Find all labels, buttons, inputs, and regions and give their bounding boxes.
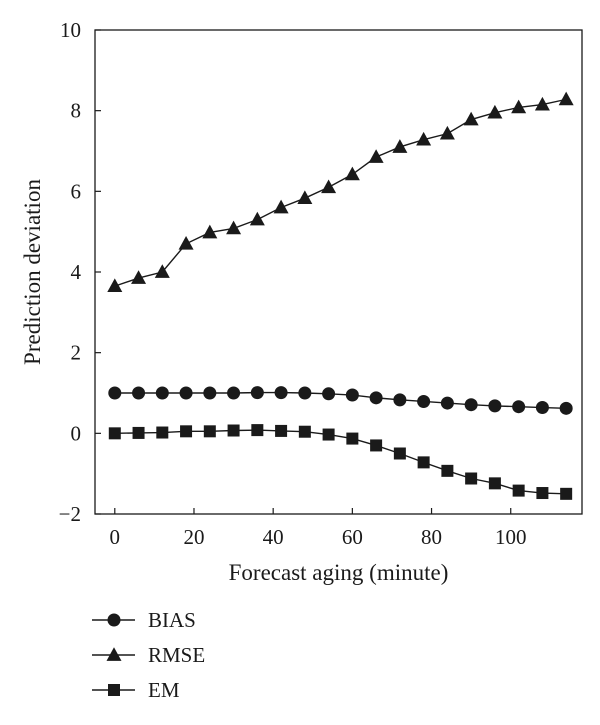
data-point-bias: [250, 386, 264, 400]
data-point-bias: [488, 399, 502, 413]
legend-marker-rmse: [106, 647, 122, 661]
data-point-em: [536, 487, 549, 500]
legend-marker-bias: [107, 613, 121, 627]
data-point-rmse: [439, 125, 455, 140]
data-point-rmse: [487, 104, 503, 119]
data-point-bias: [417, 394, 431, 408]
data-point-em: [370, 439, 383, 452]
x-tick-label: 20: [183, 525, 204, 549]
data-point-rmse: [534, 96, 550, 111]
data-point-rmse: [154, 264, 170, 278]
x-tick-label: 100: [495, 525, 527, 549]
data-point-bias: [393, 393, 407, 407]
legend-label-em: EM: [148, 678, 180, 702]
data-point-bias: [298, 386, 312, 400]
data-point-rmse: [297, 190, 313, 205]
data-point-bias: [274, 386, 288, 400]
data-point-rmse: [202, 224, 218, 239]
data-point-rmse: [107, 278, 123, 292]
data-point-bias: [132, 386, 146, 400]
data-point-bias: [512, 400, 526, 414]
data-point-bias: [559, 401, 573, 415]
x-tick-label: 80: [421, 525, 442, 549]
data-point-em: [180, 425, 193, 438]
data-point-bias: [155, 386, 169, 400]
data-point-rmse: [321, 179, 337, 194]
data-point-em: [322, 428, 335, 441]
x-tick-label: 60: [342, 525, 363, 549]
y-axis-title: Prediction deviation: [20, 179, 45, 365]
y-tick-label: 8: [71, 99, 82, 123]
data-point-rmse: [368, 149, 384, 163]
data-point-rmse: [511, 99, 527, 114]
data-point-em: [465, 472, 478, 485]
data-point-rmse: [463, 111, 479, 126]
data-point-bias: [227, 386, 241, 400]
data-point-bias: [108, 386, 122, 400]
data-point-rmse: [249, 211, 265, 226]
data-point-bias: [203, 386, 217, 400]
plot-area-frame: [94, 29, 583, 515]
data-point-rmse: [416, 131, 432, 146]
data-point-em: [560, 487, 573, 500]
data-point-bias: [369, 391, 383, 405]
data-point-em: [203, 425, 216, 438]
y-tick-label: 6: [71, 179, 82, 203]
legend-label-rmse: RMSE: [148, 643, 205, 667]
data-point-em: [512, 484, 525, 497]
legend: BIAS RMSE EM: [92, 608, 205, 702]
data-point-em: [417, 456, 430, 469]
x-tick-label: 40: [263, 525, 284, 549]
data-point-em: [275, 424, 288, 437]
x-axis-title: Forecast aging (minute): [229, 560, 449, 585]
data-point-rmse: [558, 91, 574, 106]
data-point-rmse: [226, 220, 242, 235]
data-point-rmse: [178, 235, 194, 250]
data-point-em: [488, 477, 501, 490]
data-point-em: [132, 426, 145, 439]
y-tick-label: 4: [71, 260, 82, 284]
data-point-em: [441, 464, 454, 477]
x-tick-label: 0: [110, 525, 121, 549]
data-point-bias: [322, 387, 336, 401]
series-line-rmse: [114, 98, 567, 287]
data-point-bias: [464, 398, 478, 412]
y-tick-label: 2: [71, 341, 82, 365]
data-point-em: [251, 424, 264, 437]
data-point-em: [108, 427, 121, 440]
y-tick-label: 10: [60, 18, 81, 42]
legend-marker-em: [108, 684, 120, 696]
data-point-em: [298, 425, 311, 438]
data-point-rmse: [273, 199, 289, 214]
data-point-em: [393, 447, 406, 460]
data-point-em: [156, 426, 169, 439]
data-point-em: [227, 424, 240, 437]
data-point-bias: [345, 388, 359, 402]
y-tick-label: 0: [71, 421, 82, 445]
data-point-bias: [440, 396, 454, 410]
data-point-rmse: [131, 270, 147, 284]
data-point-bias: [179, 386, 193, 400]
y-tick-label: −2: [59, 502, 81, 526]
data-point-rmse: [392, 139, 408, 153]
legend-label-bias: BIAS: [148, 608, 196, 632]
data-point-em: [346, 432, 359, 445]
data-point-bias: [535, 401, 549, 415]
data-point-rmse: [344, 166, 360, 181]
